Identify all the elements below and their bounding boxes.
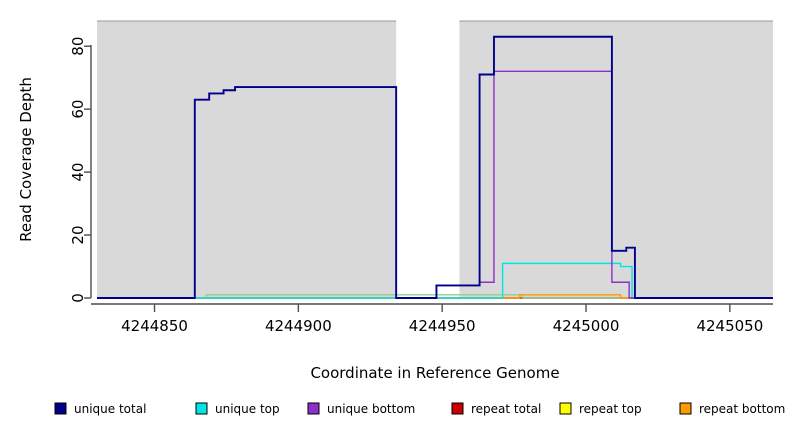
shaded-region xyxy=(459,21,773,298)
y-tick-label-4: 80 xyxy=(69,37,87,56)
legend-item-unique-total[interactable]: unique total xyxy=(54,402,146,416)
axis-layer: 0 20 40 60 80 4244850 4244900 4244950 4245000 424… xyxy=(69,37,773,335)
legend-swatch xyxy=(307,402,320,415)
x-tick-label-0: 4244850 xyxy=(121,317,188,335)
series-line-unique-total xyxy=(97,35,773,299)
legend-label: repeat total xyxy=(471,402,541,416)
series-line-unique-top xyxy=(97,262,773,299)
legend-swatch xyxy=(195,402,208,415)
x-tick-label-1: 4244900 xyxy=(265,317,332,335)
x-tick-label-2: 4244950 xyxy=(409,317,476,335)
y-tick-label-0: 0 xyxy=(69,293,87,303)
shaded-region xyxy=(97,21,397,298)
axis-label-layer: Read Coverage Depth Coordinate in Referen… xyxy=(17,77,560,382)
legend-label: unique top xyxy=(215,402,280,416)
legend-label: repeat bottom xyxy=(699,402,785,416)
legend-label: repeat top xyxy=(579,402,642,416)
legend-item-unique-bottom[interactable]: unique bottom xyxy=(307,402,415,416)
legend-item-repeat-total[interactable]: repeat total xyxy=(451,402,541,416)
legend-item-unique-top[interactable]: unique top xyxy=(195,402,280,416)
legend-label: unique bottom xyxy=(327,402,415,416)
y-tick-label-1: 20 xyxy=(69,225,87,244)
legend-item-repeat-bottom[interactable]: repeat bottom xyxy=(679,402,785,416)
y-axis-title: Read Coverage Depth xyxy=(17,77,35,242)
y-tick-label-3: 60 xyxy=(69,100,87,119)
legend-swatch xyxy=(451,402,464,415)
x-tick-label-4: 4245050 xyxy=(696,317,763,335)
legend-item-repeat-top[interactable]: repeat top xyxy=(559,402,642,416)
legend-swatch xyxy=(559,402,572,415)
legend-label: unique total xyxy=(74,402,146,416)
legend-swatch xyxy=(679,402,692,415)
series-layer xyxy=(97,35,773,299)
legend: unique total unique top unique bottom repea… xyxy=(54,402,785,416)
panel-background-layer xyxy=(97,20,773,298)
x-axis-title: Coordinate in Reference Genome xyxy=(310,364,559,382)
legend-swatch xyxy=(54,402,67,415)
y-tick-label-2: 40 xyxy=(69,163,87,182)
x-tick-label-3: 4245000 xyxy=(553,317,620,335)
